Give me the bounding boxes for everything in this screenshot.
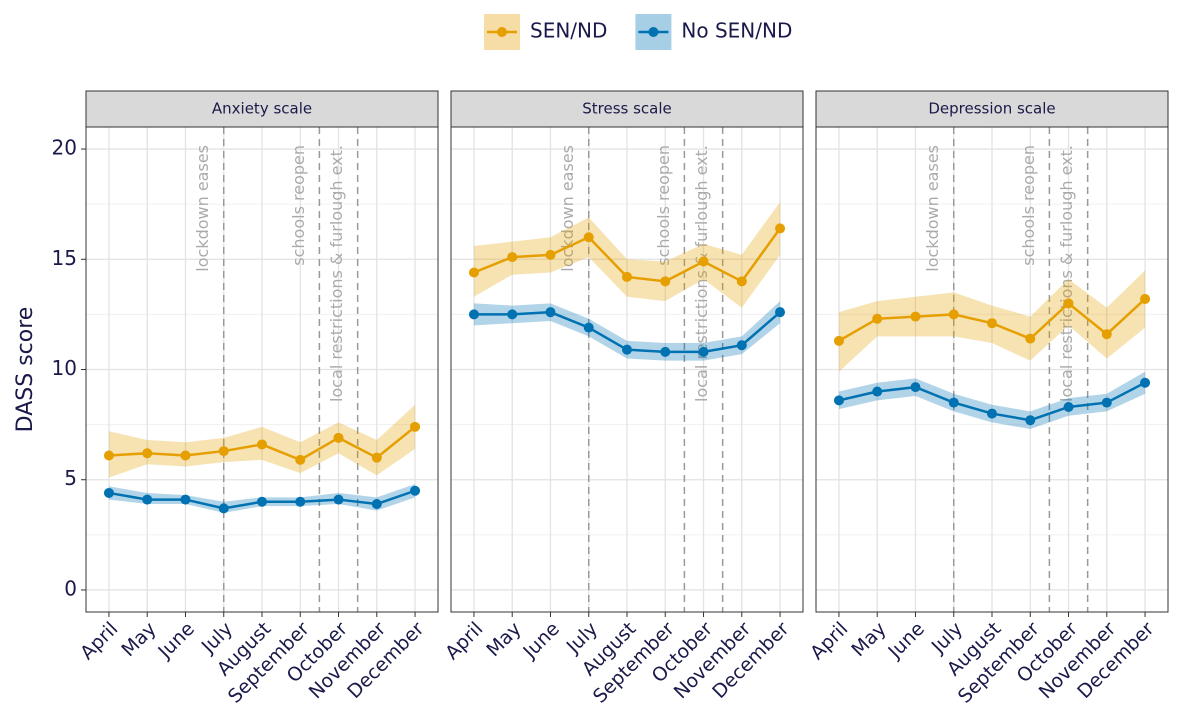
point <box>218 503 229 514</box>
x-tick-label: April <box>441 618 487 664</box>
annotation-label: schools reopen <box>654 145 673 266</box>
annotation-label: local restrictions & furlough ext. <box>1057 145 1076 402</box>
point <box>1063 298 1074 309</box>
point <box>872 386 883 397</box>
panel-border <box>85 126 439 613</box>
point <box>583 232 594 243</box>
point <box>698 346 709 357</box>
point <box>545 307 556 318</box>
point <box>872 313 883 324</box>
point <box>583 322 594 333</box>
x-tick-label: May <box>117 618 160 661</box>
legend-label: No SEN/ND <box>681 19 792 43</box>
point <box>910 382 921 393</box>
legend-key-point <box>497 27 507 37</box>
point <box>545 249 556 260</box>
point <box>1140 293 1151 304</box>
point <box>103 450 114 461</box>
panel-border <box>815 126 1169 613</box>
point <box>1025 333 1036 344</box>
point <box>1025 415 1036 426</box>
y-tick-label: 10 <box>52 356 77 380</box>
point <box>295 496 306 507</box>
point <box>410 421 421 432</box>
panel-title: Stress scale <box>582 100 672 118</box>
legend-key-point <box>648 27 659 37</box>
point <box>142 448 153 459</box>
y-tick-label: 5 <box>64 466 77 490</box>
point <box>180 494 191 505</box>
point <box>1063 401 1074 412</box>
annotation-label: lockdown eases <box>923 145 942 272</box>
point <box>371 452 382 463</box>
point <box>295 454 306 465</box>
point <box>1101 329 1112 340</box>
x-tick-label: June <box>518 618 564 664</box>
annotation-label: local restrictions & furlough ext. <box>327 145 346 402</box>
point <box>736 276 747 287</box>
point <box>660 346 671 357</box>
strip <box>85 90 439 128</box>
point <box>948 397 959 408</box>
point <box>468 267 479 278</box>
annotation-label: lockdown eases <box>193 145 212 272</box>
annotation-label: schools reopen <box>289 145 308 266</box>
point <box>660 276 671 287</box>
x-tick-label: June <box>153 618 199 664</box>
point <box>410 485 421 496</box>
point <box>180 450 191 461</box>
point <box>371 498 382 509</box>
point <box>142 494 153 505</box>
panel-border <box>450 126 804 613</box>
point <box>218 446 229 457</box>
point <box>775 223 786 234</box>
point <box>257 496 267 507</box>
y-tick-label: 20 <box>52 136 77 160</box>
x-tick-label: May <box>847 618 890 661</box>
x-tick-label: April <box>76 618 122 664</box>
point <box>507 309 518 320</box>
point <box>1140 377 1151 388</box>
point <box>333 432 344 443</box>
point <box>948 309 959 320</box>
point <box>257 439 267 450</box>
legend-label: SEN/ND <box>530 19 607 43</box>
x-tick-label: June <box>883 618 929 664</box>
annotation-label: schools reopen <box>1019 145 1038 266</box>
y-axis-title: DASS score <box>13 307 38 433</box>
point <box>507 252 518 263</box>
point <box>833 395 844 406</box>
x-tick-label: May <box>482 618 525 661</box>
annotation-label: lockdown eases <box>558 145 577 272</box>
y-tick-label: 0 <box>64 576 77 600</box>
point <box>775 307 786 318</box>
point <box>987 318 997 329</box>
point <box>103 487 114 498</box>
point <box>736 340 747 351</box>
point <box>698 256 709 267</box>
panel-title: Depression scale <box>928 100 1055 118</box>
y-tick-label: 15 <box>52 246 77 270</box>
point <box>333 494 344 505</box>
point <box>468 309 479 320</box>
annotation-label: local restrictions & furlough ext. <box>692 145 711 402</box>
point <box>1101 397 1112 408</box>
x-tick-label: April <box>806 618 852 664</box>
point <box>622 271 632 282</box>
point <box>622 344 632 355</box>
point <box>910 311 921 322</box>
point <box>987 408 997 419</box>
panel-title: Anxiety scale <box>212 100 312 118</box>
point <box>833 335 844 346</box>
